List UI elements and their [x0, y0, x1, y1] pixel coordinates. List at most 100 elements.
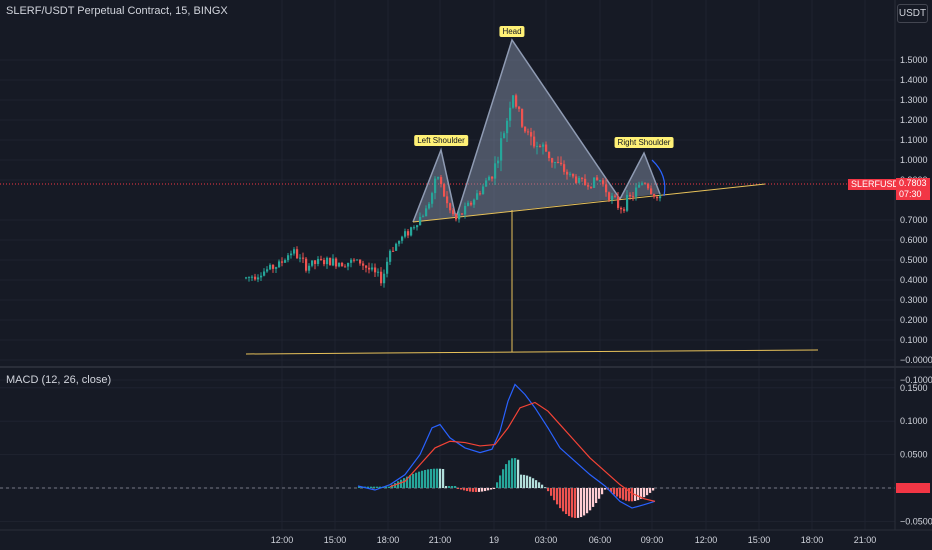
candle-body [593, 177, 596, 188]
candle-body [338, 262, 341, 267]
currency-button[interactable]: USDT [897, 4, 928, 23]
candle-body [512, 95, 515, 108]
candle-body [251, 276, 254, 278]
candle-body [446, 196, 449, 204]
candle-body [587, 185, 590, 187]
candle-body [536, 145, 539, 147]
candle-body [473, 199, 476, 205]
macd-histogram-bar [541, 484, 544, 488]
macd-histogram-bar [646, 488, 649, 496]
candle-body [323, 259, 326, 265]
candle-body [557, 161, 560, 163]
price-tick-label: 0.3000 [900, 295, 928, 305]
candle-body [560, 162, 563, 165]
price-tick-label: 0.4000 [900, 275, 928, 285]
macd-histogram-bar [640, 488, 643, 499]
candle-body [581, 177, 584, 179]
time-tick-label: 12:00 [695, 535, 718, 545]
candle-body [611, 195, 614, 201]
macd-indicator-label[interactable]: MACD (12, 26, close) [6, 374, 112, 386]
macd-histogram-bar [511, 458, 514, 488]
candle-body [626, 194, 629, 211]
macd-histogram-bar [601, 488, 604, 495]
candle-body [383, 273, 386, 284]
macd-histogram-bar [385, 486, 388, 488]
candle-body [539, 145, 542, 147]
macd-tick-label: 0.1500 [900, 383, 928, 393]
candle-body [392, 250, 395, 252]
candle-body [578, 177, 581, 183]
candle-body [467, 202, 470, 206]
candle-body [305, 258, 308, 271]
macd-histogram-bar [496, 482, 499, 488]
macd-histogram-bar [556, 488, 559, 505]
macd-histogram-bar [637, 488, 640, 501]
candle-body [290, 253, 293, 256]
time-tick-label: 15:00 [324, 535, 347, 545]
candle-body [314, 260, 317, 264]
candle-body [287, 255, 290, 261]
candle-body [566, 171, 569, 175]
candle-body [362, 263, 365, 266]
candle-body [623, 209, 626, 211]
time-tick-label: 12:00 [271, 535, 294, 545]
macd-histogram-bar [643, 488, 646, 498]
candle-body [545, 144, 548, 152]
candle-body [347, 262, 350, 267]
pattern-outline [412, 38, 661, 223]
candle-body [482, 186, 485, 194]
candle-body [395, 243, 398, 251]
macd-histogram-bar [367, 486, 370, 488]
price-tick-label: 1.4000 [900, 75, 928, 85]
macd-histogram-bar [568, 488, 571, 517]
macd-histogram-bar [580, 488, 583, 518]
candle-body [452, 210, 455, 215]
candle-body [497, 160, 500, 164]
neckline [412, 183, 766, 223]
macd-histogram-bar [538, 482, 541, 488]
candle-body [335, 258, 338, 267]
macd-histogram-bar [400, 479, 403, 488]
macd-histogram-bar [463, 488, 466, 491]
price-tick-label: 0.7000 [900, 215, 928, 225]
candle-body [359, 259, 362, 264]
candle-body [653, 193, 656, 197]
candle-body [377, 271, 380, 273]
time-tick-label: 06:00 [589, 535, 612, 545]
macd-histogram-bar [622, 488, 625, 500]
macd-histogram-bar [412, 473, 415, 488]
macd-histogram-bar [559, 488, 562, 509]
candle-body [542, 144, 545, 147]
candle-body [368, 267, 371, 270]
last-price-value: 0.7803 [899, 178, 927, 188]
candle-body [281, 261, 284, 263]
candle-body [635, 187, 638, 197]
macd-histogram-bar [472, 488, 475, 492]
macd-histogram-bar [553, 488, 556, 501]
candle-body [449, 203, 452, 211]
candle-body [269, 264, 272, 270]
macd-histogram-bar [397, 481, 400, 488]
macd-histogram-bar [550, 488, 553, 496]
macd-histogram-bar [433, 468, 436, 488]
candle-body [284, 260, 287, 263]
macd-histogram-bar [586, 488, 589, 514]
candle-body [584, 178, 587, 186]
time-tick-label: 21:00 [429, 535, 452, 545]
macd-histogram-bar [487, 488, 490, 491]
macd-histogram-bar [358, 486, 361, 488]
macd-histogram-bar [502, 469, 505, 488]
candle-body [650, 188, 653, 194]
macd-histogram-bar [475, 488, 478, 493]
pattern-fill [413, 40, 660, 222]
macd-histogram-bar [529, 476, 532, 488]
candle-body [515, 95, 518, 107]
time-tick-label: 18:00 [801, 535, 824, 545]
macd-histogram-bar [523, 474, 526, 488]
candle-body [263, 271, 266, 276]
candle-body [272, 264, 275, 269]
candle-body [476, 193, 479, 200]
candle-body [299, 257, 302, 259]
macd-histogram-bar [388, 486, 391, 488]
